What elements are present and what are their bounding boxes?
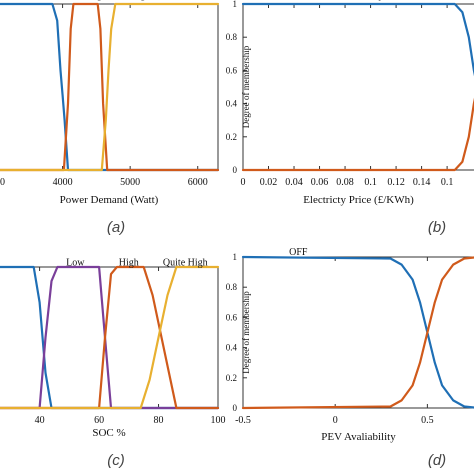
annotation-label: Cheap xyxy=(358,0,384,1)
annotation-label: Average xyxy=(73,0,107,1)
series-line-2 xyxy=(0,265,220,410)
x-tick-label: 0.12 xyxy=(387,177,405,188)
subfigure-caption: (b) xyxy=(428,219,446,236)
chart-panel-d: -0.5 0 0.5 0 0.2 0.4 0.6 0.8 1 OFF PEV Avaliabilit… xyxy=(226,247,474,469)
annotation-label: High xyxy=(119,257,139,268)
x-tick-label: 6000 xyxy=(188,177,208,188)
x-tick-label: 60 xyxy=(94,415,104,426)
series-line-3 xyxy=(0,265,220,410)
x-axis-label: PEV Avaliability xyxy=(321,431,396,443)
x-tick-label: 100 xyxy=(211,415,226,426)
x-tick-label: 0 xyxy=(241,177,246,188)
subfigure-caption: (a) xyxy=(107,219,125,236)
series-line-1 xyxy=(241,255,474,409)
series-line-3 xyxy=(0,2,220,172)
y-tick-label: 0.4 xyxy=(226,343,238,353)
chart-panel-b: 0 0.02 0.04 0.06 0.08 0.1 0.12 0.14 0.1 0 0.2 0.4 0.… xyxy=(226,0,474,236)
x-tick-label: 0.1 xyxy=(441,177,454,188)
y-tick-label: 1 xyxy=(233,252,238,262)
y-tick-label: 0.2 xyxy=(226,373,237,383)
y-tick-label: 0.8 xyxy=(226,32,238,42)
x-tick-label: 0 xyxy=(333,415,338,426)
chart-panel-c: 40 60 80 100 Low High Quite High SOC % (c) xyxy=(0,257,226,469)
y-tick-label: 0.6 xyxy=(226,65,238,75)
x-axis-label: Power Demand (Watt) xyxy=(60,194,159,206)
plot-frame xyxy=(242,256,474,409)
series-line-2 xyxy=(241,256,474,410)
chart-panel-a: 3000 4000 5000 6000 Average High Power Demand … xyxy=(0,0,220,236)
x-tick-label: 3000 xyxy=(0,177,5,188)
x-tick-label: 0.02 xyxy=(260,177,278,188)
y-tick-label: 0.2 xyxy=(226,132,237,142)
y-tick-label: 0 xyxy=(233,165,238,175)
series-line-1 xyxy=(241,2,474,77)
y-axis-label: Degree of membership xyxy=(241,291,251,374)
y-tick-label: 0.6 xyxy=(226,312,238,322)
x-tick-label: 0.14 xyxy=(413,177,431,188)
y-tick-label: 1 xyxy=(233,0,238,9)
x-tick-label: 0.06 xyxy=(311,177,329,188)
y-tick-label: 0 xyxy=(233,403,238,413)
series-line-1 xyxy=(0,2,220,172)
x-tick-label: 5000 xyxy=(120,177,140,188)
series-line-2 xyxy=(241,97,474,172)
annotation-label: High xyxy=(130,0,150,1)
series-line-2 xyxy=(0,2,220,172)
annotation-label: Quite High xyxy=(163,257,208,268)
x-tick-label: 0.1 xyxy=(364,177,377,188)
x-axis-label: Electricty Price (£/KWh) xyxy=(303,194,414,206)
x-tick-label: 0.5 xyxy=(421,415,434,426)
y-tick-label: 0.4 xyxy=(226,99,238,109)
x-tick-label: 0.08 xyxy=(336,177,354,188)
subfigure-caption: (d) xyxy=(428,452,446,469)
plot-frame xyxy=(0,3,219,171)
x-axis-label: SOC % xyxy=(92,427,125,439)
x-tick-label: 4000 xyxy=(53,177,73,188)
annotation-label: Low xyxy=(66,257,85,268)
x-tick-label: -0.5 xyxy=(235,415,251,426)
subfigure-caption: (c) xyxy=(107,452,125,469)
y-axis-label: Degree of membership xyxy=(241,45,251,128)
x-tick-label: 80 xyxy=(154,415,164,426)
series-line-4 xyxy=(0,265,220,410)
y-tick-label: 0.8 xyxy=(226,282,238,292)
x-tick-label: 40 xyxy=(35,415,45,426)
plot-frame xyxy=(242,3,474,171)
annotation-label: OFF xyxy=(289,247,308,258)
x-tick-label: 0.04 xyxy=(285,177,303,188)
